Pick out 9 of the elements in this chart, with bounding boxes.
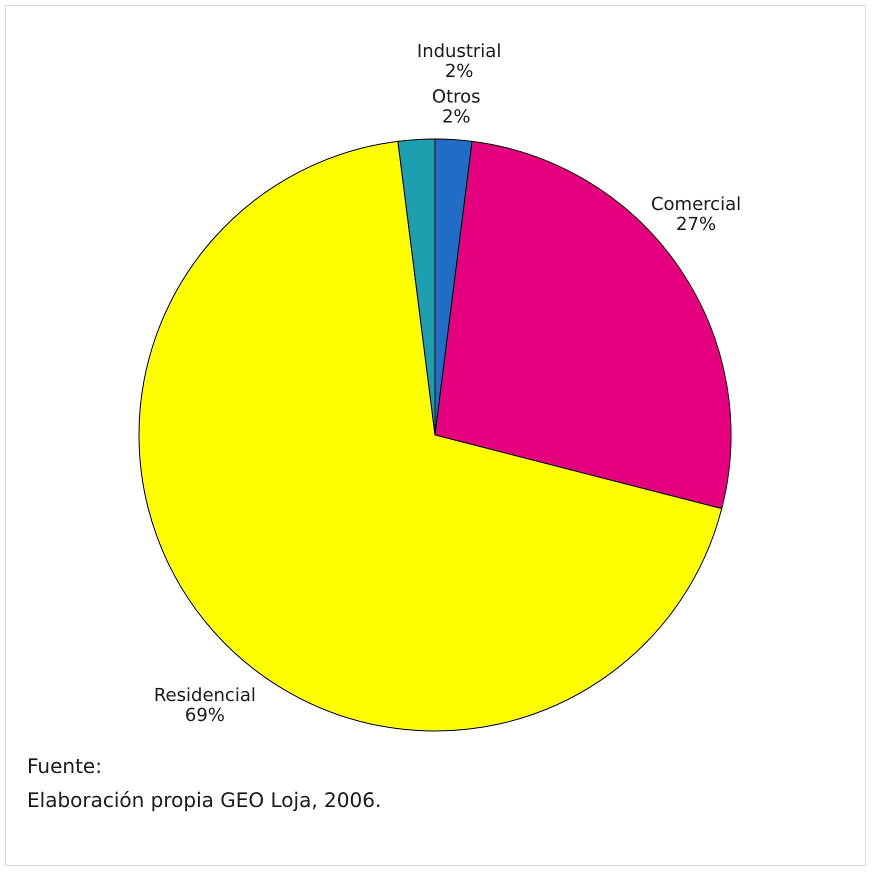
- data-label: 2%: [442, 106, 471, 128]
- source-note: Fuente: Elaboración propia GEO Loja, 2006.: [27, 754, 382, 812]
- data-label: 69%: [184, 705, 225, 726]
- slice-label: Comercial: [650, 194, 742, 215]
- slice-label: Residencial: [154, 685, 256, 706]
- data-label: 27%: [676, 214, 716, 235]
- slice-label: Otros: [432, 86, 481, 108]
- slice-label: Industrial: [416, 40, 502, 62]
- data-label: 2%: [444, 60, 474, 82]
